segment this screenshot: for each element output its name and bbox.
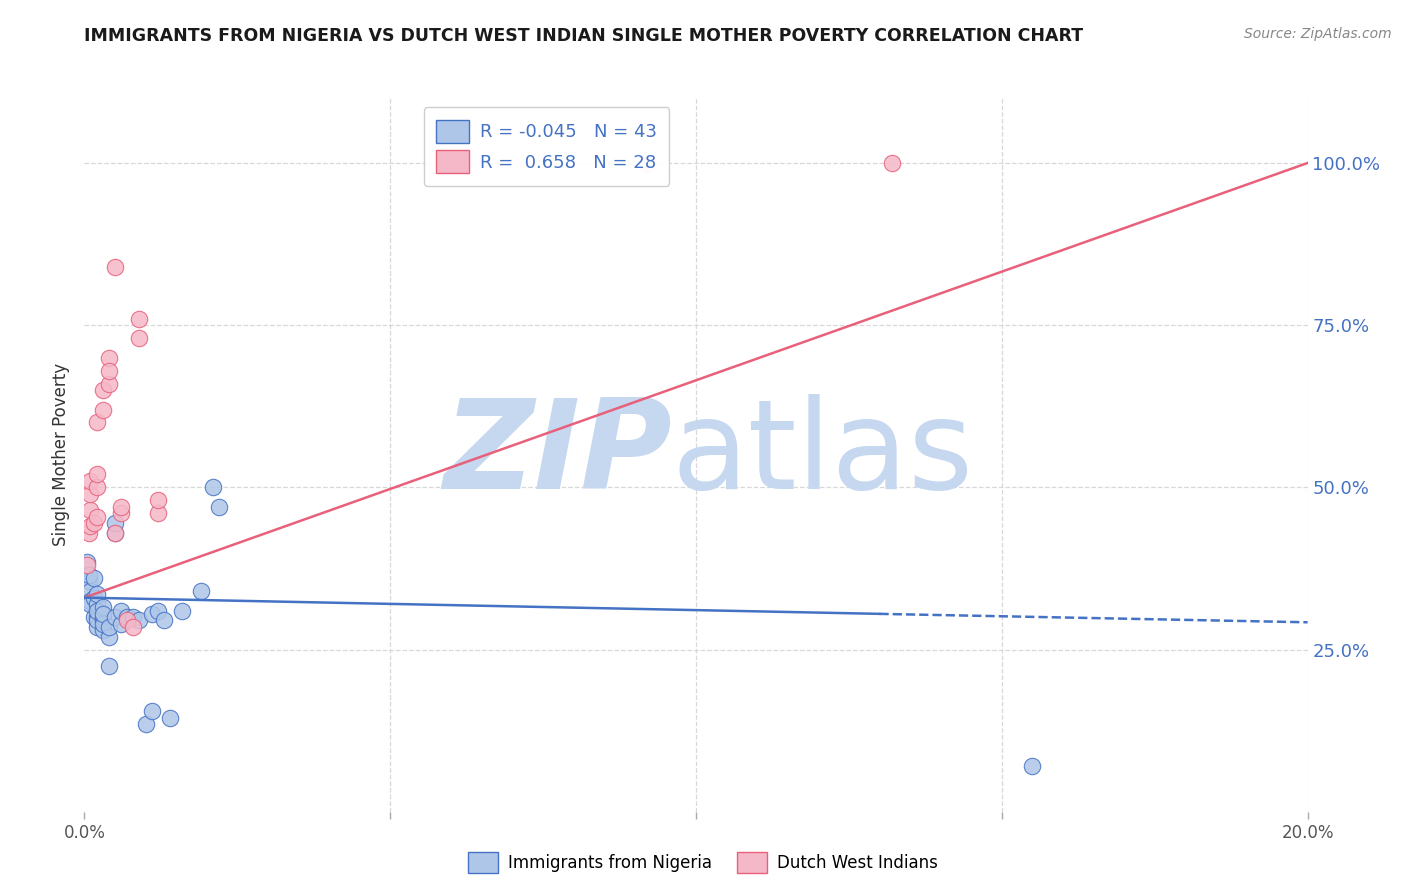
Point [110, 604, 132, 618]
Point [83, 516, 105, 530]
Point [141, 607, 163, 621]
Point [86, 604, 108, 618]
Point [77, 568, 100, 582]
Point [97, 658, 120, 673]
Point [86, 467, 108, 482]
Point [122, 610, 145, 624]
Point [79, 474, 101, 488]
Point [128, 613, 150, 627]
Point [79, 584, 101, 599]
Point [97, 376, 120, 391]
Point [128, 331, 150, 345]
Point [110, 500, 132, 514]
Point [91, 402, 114, 417]
Y-axis label: Single Mother Poverty: Single Mother Poverty [52, 363, 70, 547]
Point [128, 311, 150, 326]
Point [91, 600, 114, 615]
Point [104, 260, 127, 274]
Point [97, 630, 120, 644]
Point [208, 500, 231, 514]
Point [141, 704, 163, 718]
Point [86, 480, 108, 494]
Point [104, 610, 127, 624]
Point [77, 574, 100, 589]
Point [91, 613, 114, 627]
Point [97, 363, 120, 377]
Point [83, 571, 105, 585]
Point [86, 620, 108, 634]
Point [110, 506, 132, 520]
Legend: Immigrants from Nigeria, Dutch West Indians: Immigrants from Nigeria, Dutch West Indi… [461, 846, 945, 880]
Point [91, 610, 114, 624]
Point [79, 594, 101, 608]
Point [1021, 759, 1043, 773]
Point [146, 506, 169, 520]
Point [86, 597, 108, 611]
Point [159, 711, 181, 725]
Point [146, 493, 169, 508]
Point [83, 591, 105, 605]
Text: ZIP: ZIP [443, 394, 672, 516]
Point [201, 480, 224, 494]
Point [79, 519, 101, 533]
Point [91, 623, 114, 637]
Point [115, 610, 138, 624]
Point [104, 516, 127, 530]
Legend: R = -0.045   N = 43, R =  0.658   N = 28: R = -0.045 N = 43, R = 0.658 N = 28 [423, 107, 669, 186]
Point [110, 616, 132, 631]
Point [122, 620, 145, 634]
Point [83, 610, 105, 624]
Text: atlas: atlas [672, 394, 973, 516]
Point [153, 613, 176, 627]
Point [172, 604, 194, 618]
Point [86, 587, 108, 601]
Text: IMMIGRANTS FROM NIGERIA VS DUTCH WEST INDIAN SINGLE MOTHER POVERTY CORRELATION C: IMMIGRANTS FROM NIGERIA VS DUTCH WEST IN… [84, 27, 1084, 45]
Point [91, 607, 114, 621]
Point [104, 525, 127, 540]
Point [135, 717, 157, 731]
Point [91, 616, 114, 631]
Point [190, 584, 212, 599]
Point [77, 525, 100, 540]
Point [880, 156, 903, 170]
Point [86, 610, 108, 624]
Point [146, 604, 169, 618]
Point [86, 416, 108, 430]
Point [97, 620, 120, 634]
Point [115, 613, 138, 627]
Point [86, 613, 108, 627]
Point [91, 383, 114, 397]
Point [76, 555, 98, 569]
Point [79, 597, 101, 611]
Point [76, 558, 98, 573]
Point [86, 509, 108, 524]
Point [79, 503, 101, 517]
Point [97, 351, 120, 365]
Point [79, 487, 101, 501]
Text: Source: ZipAtlas.com: Source: ZipAtlas.com [1244, 27, 1392, 41]
Point [636, 156, 658, 170]
Point [104, 525, 127, 540]
